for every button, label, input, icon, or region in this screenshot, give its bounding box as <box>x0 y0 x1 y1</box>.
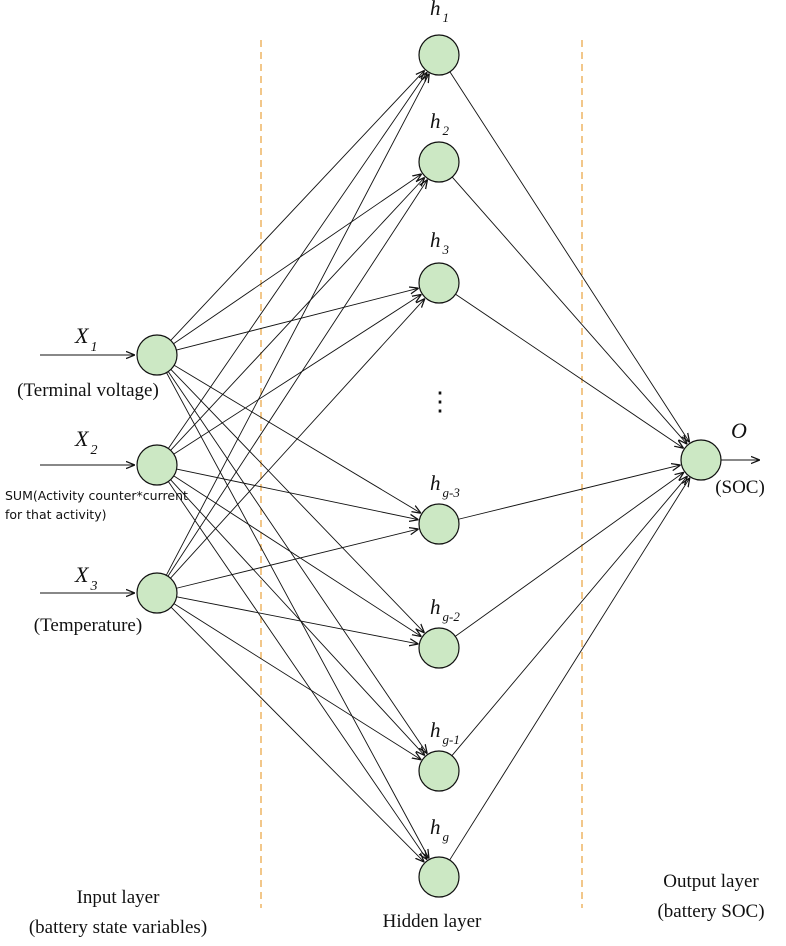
output-layer-label-line-2: (battery SOC) <box>657 901 764 922</box>
hidden-node-7 <box>418 856 460 898</box>
edge-x3-h3 <box>170 299 424 579</box>
edge-x1-h7 <box>166 372 430 859</box>
edge-h1-o <box>449 71 690 443</box>
edge-h2-o <box>451 176 687 444</box>
edge-x2-h6 <box>170 479 425 756</box>
hidden-label-4: h g-3 <box>430 471 460 500</box>
input-label-3-subscript: 3 <box>89 579 97 594</box>
layer-dividers <box>260 40 583 908</box>
hidden-label-5: h g-2 <box>430 595 460 624</box>
hidden-node-1 <box>418 34 460 76</box>
hidden-layer-label: Hidden layer <box>383 911 482 932</box>
nodes <box>136 34 722 898</box>
edge-x3-h5 <box>176 596 419 644</box>
hidden-label-3-subscript: 3 <box>442 242 450 257</box>
hidden-label-2-subscript: 2 <box>443 123 450 138</box>
edge-x1-h4 <box>173 364 421 513</box>
input-layer-label-line-2: (battery state variables) <box>29 917 207 938</box>
edge-h7-o <box>449 478 690 861</box>
hidden-label-4-subscript: g-3 <box>443 485 461 500</box>
hidden-label-2-var: h <box>430 109 441 133</box>
hidden-label-1-var: h <box>430 0 441 20</box>
edge-x1-h6 <box>167 371 427 754</box>
input-node-2 <box>136 444 178 486</box>
hidden-label-5-subscript: g-2 <box>443 609 461 624</box>
input-label-3-var: X <box>74 562 90 587</box>
edge-x2-h3 <box>173 294 422 455</box>
hidden-label-4-var: h <box>430 471 441 495</box>
edge-h3-o <box>455 293 684 448</box>
edge-x3-h4 <box>176 529 418 589</box>
input-label-2-var: X <box>74 426 90 451</box>
hidden-label-6: h g-1 <box>430 718 460 747</box>
hidden-ellipsis: ⋮ <box>427 387 453 416</box>
hidden-label-6-subscript: g-1 <box>443 732 460 747</box>
edge-x2-h2 <box>170 177 425 451</box>
edge-x1-h5 <box>170 369 425 632</box>
edge-x1-h1 <box>170 70 425 341</box>
input-caption-3: (Temperature) <box>34 615 142 636</box>
edge-x2-h5 <box>173 475 422 637</box>
edge-h6-o <box>451 476 688 756</box>
hidden-label-7-subscript: g <box>443 829 450 844</box>
hidden-label-1-subscript: 1 <box>443 10 450 25</box>
edge-x3-h6 <box>173 603 421 760</box>
edge-x3-h1 <box>165 74 429 576</box>
input-caption-2-line-1: SUM(Activity counter*current <box>5 488 188 503</box>
output-node <box>680 439 722 481</box>
edge-x3-h7 <box>170 606 424 862</box>
edge-x1-h2 <box>173 174 422 345</box>
hidden-label-3-var: h <box>430 228 441 252</box>
hidden-node-5 <box>418 627 460 669</box>
hidden-node-2 <box>418 141 460 183</box>
input-node-1 <box>136 334 178 376</box>
input-caption-2-line-2: for that activity) <box>5 507 106 522</box>
hidden-node-3 <box>418 262 460 304</box>
edge-x1-h3 <box>176 288 418 351</box>
edge-h4-o <box>458 465 680 520</box>
output-label-var: O <box>731 418 747 443</box>
input-caption-1: (Terminal voltage) <box>17 380 159 401</box>
input-label-2-subscript: 2 <box>90 443 97 458</box>
connections <box>40 70 760 862</box>
edge-x3-h2 <box>167 180 428 577</box>
hidden-node-6 <box>418 750 460 792</box>
hidden-label-7-var: h <box>430 815 441 839</box>
output-caption: (SOC) <box>715 477 765 498</box>
edge-h5-o <box>454 472 684 637</box>
output-layer-label-line-1: Output layer <box>663 871 759 892</box>
hidden-label-6-var: h <box>430 718 441 742</box>
hidden-label-5-var: h <box>430 595 441 619</box>
hidden-node-4 <box>418 503 460 545</box>
input-layer-label-line-1: Input layer <box>77 887 161 908</box>
edge-x2-h4 <box>176 468 419 520</box>
input-label-1-var: X <box>74 323 90 348</box>
edge-x2-h1 <box>167 72 427 449</box>
edge-x2-h7 <box>167 481 427 860</box>
input-label-1-subscript: 1 <box>90 340 97 355</box>
input-node-3 <box>136 572 178 614</box>
output-label: O <box>731 418 747 443</box>
